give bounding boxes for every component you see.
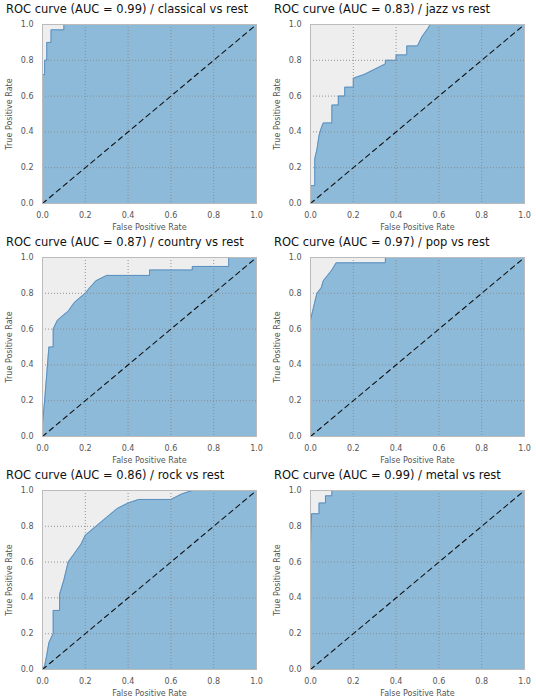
svg-text:1.0: 1.0 xyxy=(21,486,34,495)
svg-text:0.2: 0.2 xyxy=(79,211,92,220)
svg-text:0.4: 0.4 xyxy=(122,211,135,220)
svg-text:0.0: 0.0 xyxy=(21,199,34,208)
svg-text:True Positive Rate: True Positive Rate xyxy=(273,311,282,383)
svg-text:1.0: 1.0 xyxy=(289,253,302,262)
svg-text:1.0: 1.0 xyxy=(289,486,302,495)
html-text:ROC curve (AUC = 0.86) / rock: ROC curve (AUC = 0.86) / rock vs rest xyxy=(6,468,225,482)
svg-text:0.6: 0.6 xyxy=(21,92,34,101)
html-text:ROC curve (AUC = 0.99) / metal: ROC curve (AUC = 0.99) / metal vs rest xyxy=(274,468,501,482)
svg-text:0.0: 0.0 xyxy=(289,665,302,674)
svg-text:1.0: 1.0 xyxy=(21,20,34,29)
svg-text:0.4: 0.4 xyxy=(390,211,403,220)
svg-text:0.2: 0.2 xyxy=(21,396,34,405)
svg-text:0.2: 0.2 xyxy=(79,677,92,686)
svg-text:0.8: 0.8 xyxy=(475,211,488,220)
svg-text:0.0: 0.0 xyxy=(289,432,302,441)
svg-text:0.4: 0.4 xyxy=(289,593,302,602)
svg-text:0.8: 0.8 xyxy=(289,56,302,65)
svg-text:0.4: 0.4 xyxy=(21,360,34,369)
svg-text:0.4: 0.4 xyxy=(21,127,34,136)
svg-text:True Positive Rate: True Positive Rate xyxy=(273,78,282,150)
svg-text:0.8: 0.8 xyxy=(21,522,34,531)
svg-text:0.6: 0.6 xyxy=(433,677,446,686)
svg-text:0.0: 0.0 xyxy=(289,199,302,208)
svg-text:False Positive Rate: False Positive Rate xyxy=(380,456,454,465)
svg-text:1.0: 1.0 xyxy=(289,20,302,29)
svg-text:0.2: 0.2 xyxy=(21,163,34,172)
svg-text:0.0: 0.0 xyxy=(36,211,49,220)
svg-text:0.6: 0.6 xyxy=(289,558,302,567)
svg-text:0.0: 0.0 xyxy=(36,444,49,453)
svg-text:0.6: 0.6 xyxy=(21,325,34,334)
svg-text:0.6: 0.6 xyxy=(289,325,302,334)
svg-text:0.2: 0.2 xyxy=(347,444,360,453)
svg-text:True Positive Rate: True Positive Rate xyxy=(273,544,282,616)
svg-text:0.2: 0.2 xyxy=(289,629,302,638)
svg-text:1.0: 1.0 xyxy=(518,677,531,686)
svg-text:0.6: 0.6 xyxy=(165,444,178,453)
svg-text:1.0: 1.0 xyxy=(250,677,263,686)
html-text:ROC curve (AUC = 0.97) / pop v: ROC curve (AUC = 0.97) / pop vs rest xyxy=(274,235,490,249)
svg-text:0.6: 0.6 xyxy=(165,677,178,686)
svg-text:1.0: 1.0 xyxy=(250,211,263,220)
svg-text:0.0: 0.0 xyxy=(21,432,34,441)
svg-text:0.8: 0.8 xyxy=(21,289,34,298)
svg-text:0.8: 0.8 xyxy=(289,522,302,531)
svg-text:False Positive Rate: False Positive Rate xyxy=(380,689,454,698)
svg-text:0.0: 0.0 xyxy=(304,211,317,220)
svg-text:0.8: 0.8 xyxy=(289,289,302,298)
svg-text:0.6: 0.6 xyxy=(433,444,446,453)
svg-text:0.6: 0.6 xyxy=(433,211,446,220)
svg-text:0.2: 0.2 xyxy=(21,629,34,638)
html-text:ROC curve (AUC = 0.87) / count: ROC curve (AUC = 0.87) / country vs rest xyxy=(6,235,244,249)
svg-text:True Positive Rate: True Positive Rate xyxy=(5,544,14,616)
svg-text:False Positive Rate: False Positive Rate xyxy=(112,689,186,698)
html-text:ROC curve (AUC = 0.99) / class: ROC curve (AUC = 0.99) / classical vs re… xyxy=(6,2,249,16)
svg-text:True Positive Rate: True Positive Rate xyxy=(5,311,14,383)
svg-text:0.6: 0.6 xyxy=(165,211,178,220)
svg-text:0.4: 0.4 xyxy=(390,677,403,686)
svg-text:0.2: 0.2 xyxy=(347,211,360,220)
svg-text:0.8: 0.8 xyxy=(207,211,220,220)
svg-text:0.4: 0.4 xyxy=(21,593,34,602)
svg-text:0.8: 0.8 xyxy=(21,56,34,65)
svg-text:0.2: 0.2 xyxy=(289,163,302,172)
svg-text:0.8: 0.8 xyxy=(207,677,220,686)
svg-text:0.0: 0.0 xyxy=(36,677,49,686)
svg-text:0.2: 0.2 xyxy=(289,396,302,405)
svg-text:0.4: 0.4 xyxy=(289,127,302,136)
svg-text:0.4: 0.4 xyxy=(122,444,135,453)
svg-text:False Positive Rate: False Positive Rate xyxy=(112,456,186,465)
svg-text:1.0: 1.0 xyxy=(21,253,34,262)
svg-text:0.0: 0.0 xyxy=(21,665,34,674)
svg-text:0.2: 0.2 xyxy=(79,444,92,453)
svg-text:1.0: 1.0 xyxy=(518,211,531,220)
svg-text:0.8: 0.8 xyxy=(207,444,220,453)
svg-text:0.8: 0.8 xyxy=(475,677,488,686)
svg-text:True Positive Rate: True Positive Rate xyxy=(5,78,14,150)
svg-text:0.6: 0.6 xyxy=(21,558,34,567)
svg-text:0.0: 0.0 xyxy=(304,444,317,453)
svg-text:0.2: 0.2 xyxy=(347,677,360,686)
svg-text:False Positive Rate: False Positive Rate xyxy=(112,223,186,232)
svg-text:0.4: 0.4 xyxy=(390,444,403,453)
svg-text:0.4: 0.4 xyxy=(122,677,135,686)
svg-text:False Positive Rate: False Positive Rate xyxy=(380,223,454,232)
html-text:ROC curve (AUC = 0.83) / jazz: ROC curve (AUC = 0.83) / jazz vs rest xyxy=(274,2,491,16)
svg-text:0.0: 0.0 xyxy=(304,677,317,686)
svg-text:0.4: 0.4 xyxy=(289,360,302,369)
svg-text:0.8: 0.8 xyxy=(475,444,488,453)
svg-text:0.6: 0.6 xyxy=(289,92,302,101)
svg-text:1.0: 1.0 xyxy=(250,444,263,453)
svg-text:1.0: 1.0 xyxy=(518,444,531,453)
